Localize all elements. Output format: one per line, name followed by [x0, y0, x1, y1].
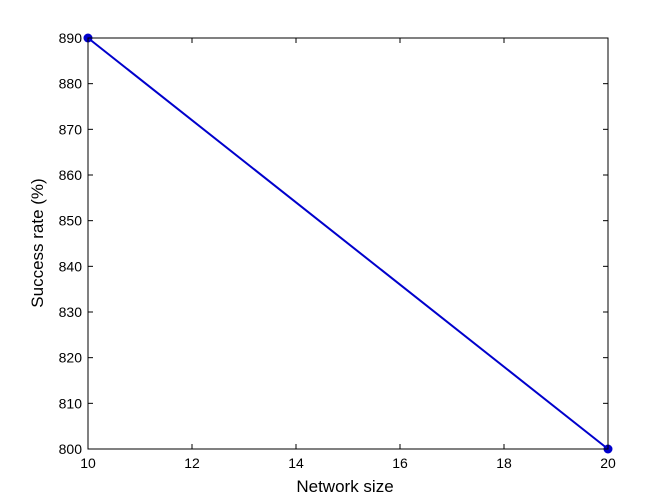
- x-tick-label: 16: [392, 455, 408, 471]
- axis-tick-labels: 10 12 14 16 18 20 800 810 820 830 840 850 860 870 880 8…: [59, 30, 616, 471]
- y-tick-label: 880: [59, 76, 83, 92]
- y-tick-label: 860: [59, 167, 83, 183]
- y-tick-label: 810: [59, 395, 83, 411]
- x-tick-label: 12: [184, 455, 200, 471]
- y-tick-label: 800: [59, 441, 83, 457]
- plot-area-frame: [87, 37, 609, 450]
- y-tick-label: 840: [59, 258, 83, 274]
- y-tick-label: 870: [59, 121, 83, 137]
- x-tick-label: 10: [80, 455, 96, 471]
- x-tick-label: 18: [496, 455, 512, 471]
- x-tick-label: 20: [600, 455, 616, 471]
- y-tick-label: 820: [59, 350, 83, 366]
- x-tick-label: 14: [288, 455, 304, 471]
- x-axis-label: Network size: [296, 477, 393, 496]
- y-tick-label: 830: [59, 304, 83, 320]
- series-line: [87, 37, 609, 450]
- y-tick-label: 890: [59, 30, 83, 46]
- y-axis-label: Success rate (%): [28, 178, 47, 307]
- y-tick-label: 850: [59, 213, 83, 229]
